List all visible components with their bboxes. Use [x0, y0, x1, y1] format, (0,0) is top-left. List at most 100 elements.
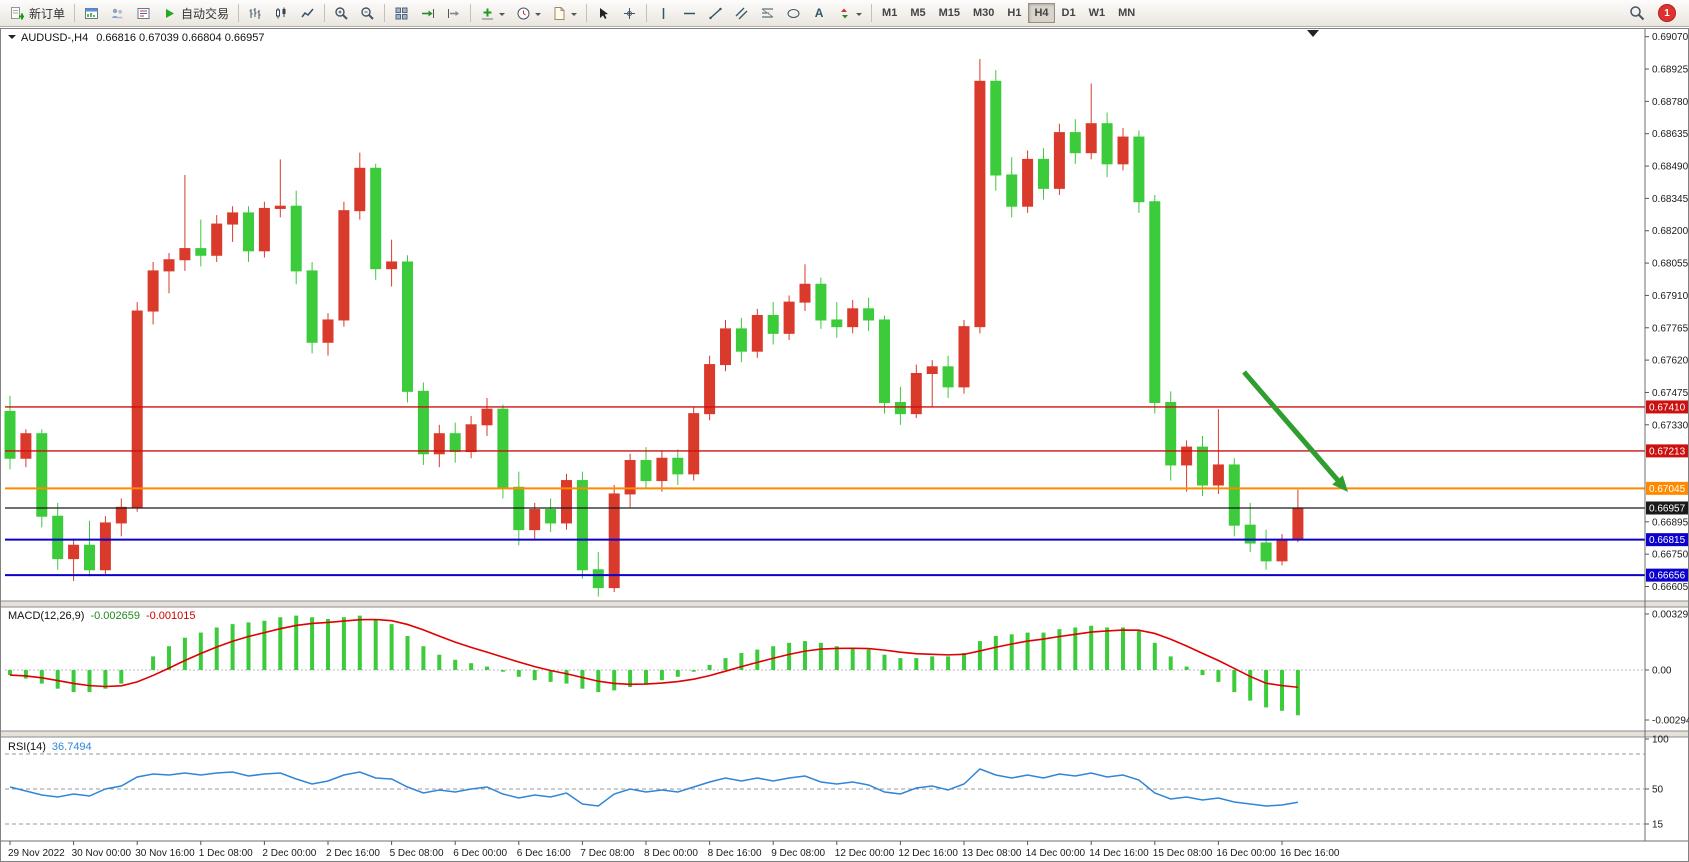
svg-text:0.67910: 0.67910: [1652, 291, 1689, 302]
timeframe-button-M15[interactable]: M15: [933, 3, 966, 23]
toolbar-separator: [586, 4, 588, 22]
shapes-button[interactable]: [781, 2, 806, 24]
chart-shift-button[interactable]: [441, 2, 466, 24]
macd-signal-line: [9, 618, 1298, 689]
equidistant-channel-button[interactable]: [729, 2, 754, 24]
svg-text:12 Dec 16:00: 12 Dec 16:00: [898, 848, 958, 859]
auto-scroll-button[interactable]: [415, 2, 440, 24]
crosshair-icon: [622, 6, 637, 21]
timeframe-group: M1 M5 M15 M30 H1 H4 D1 W1 MN: [876, 3, 1141, 23]
svg-text:15: 15: [1652, 820, 1664, 831]
svg-text:13 Dec 08:00: 13 Dec 08:00: [962, 848, 1022, 859]
line-chart-button[interactable]: [295, 2, 320, 24]
timeframe-button-M30[interactable]: M30: [967, 3, 1000, 23]
market-watch-icon: [136, 6, 151, 21]
svg-text:5 Dec 08:00: 5 Dec 08:00: [390, 848, 444, 859]
search-icon: [1629, 5, 1645, 21]
svg-text:0.66957: 0.66957: [1649, 503, 1686, 514]
svg-text:30 Nov 00:00: 30 Nov 00:00: [72, 848, 132, 859]
candlestick-chart-icon: [274, 6, 289, 21]
arrows-button[interactable]: [832, 2, 867, 24]
price-tags: 0.67410 0.67213 0.67045 0.66957 0.66815 0.666…: [1646, 400, 1688, 582]
timeframe-button-D1[interactable]: D1: [1056, 3, 1082, 23]
macd-histogram: [8, 615, 1300, 716]
market-watch-button[interactable]: [131, 2, 156, 24]
shapes-icon: [786, 6, 801, 21]
horizontal-line-button[interactable]: [677, 2, 702, 24]
timeframe-button-W1[interactable]: W1: [1083, 3, 1112, 23]
auto-trading-label: 自动交易: [181, 6, 230, 21]
toolbar-separator: [646, 4, 648, 22]
svg-text:29 Nov 2022: 29 Nov 2022: [8, 848, 65, 859]
svg-text:7 Dec 08:00: 7 Dec 08:00: [580, 848, 634, 859]
candles-layer: [4, 58, 1304, 597]
toolbar-separator: [324, 4, 326, 22]
toolbar-separator: [871, 4, 873, 22]
cursor-icon: [596, 6, 611, 21]
auto-trading-play-icon: [162, 6, 177, 21]
vertical-line-button[interactable]: [651, 2, 676, 24]
text-button[interactable]: A: [807, 2, 831, 24]
trendline-button[interactable]: [703, 2, 728, 24]
price-shift-marker[interactable]: [1307, 30, 1319, 37]
zoom-in-icon: [334, 6, 349, 21]
zoom-in-button[interactable]: [329, 2, 354, 24]
tile-windows-button[interactable]: [389, 2, 414, 24]
new-order-button[interactable]: 新订单: [5, 2, 70, 24]
svg-text:9 Dec 08:00: 9 Dec 08:00: [771, 848, 825, 859]
svg-text:0.68200: 0.68200: [1652, 226, 1689, 237]
text-tool-icon: A: [814, 6, 824, 20]
main-toolbar: 新订单 自动交易 A M1 M5 M15 M30 H1 H4 D1 W1 MN 1: [0, 0, 1689, 27]
svg-text:2 Dec 00:00: 2 Dec 00:00: [262, 848, 316, 859]
zoom-out-icon: [360, 6, 375, 21]
dropdown-caret-icon: [856, 13, 863, 19]
timeframe-button-MN[interactable]: MN: [1112, 3, 1141, 23]
timeframe-button-H4[interactable]: H4: [1028, 3, 1055, 23]
svg-text:12 Dec 00:00: 12 Dec 00:00: [835, 848, 895, 859]
toolbar-separator: [238, 4, 240, 22]
time-axis: [9, 841, 1283, 845]
timeframe-button-M1[interactable]: M1: [876, 3, 903, 23]
templates-icon: [552, 6, 567, 21]
bar-chart-button[interactable]: [243, 2, 268, 24]
svg-text:0.68780: 0.68780: [1652, 97, 1689, 108]
auto-trading-button[interactable]: 自动交易: [157, 2, 234, 24]
svg-text:2 Dec 16:00: 2 Dec 16:00: [326, 848, 380, 859]
svg-text:0.68055: 0.68055: [1652, 259, 1689, 270]
chart-shift-icon: [446, 6, 461, 21]
level-lines-layer[interactable]: [5, 406, 1645, 577]
timeframe-button-M5[interactable]: M5: [904, 3, 931, 23]
candlestick-chart-button[interactable]: [269, 2, 294, 24]
chart-window: [0, 28, 1689, 862]
periods-button[interactable]: [511, 2, 546, 24]
svg-text:1 Dec 08:00: 1 Dec 08:00: [199, 848, 253, 859]
horizontal-line-icon: [682, 6, 697, 21]
toolbar-right-group: 1: [1624, 2, 1676, 24]
new-chart-button[interactable]: [79, 2, 104, 24]
profiles-button[interactable]: [105, 2, 130, 24]
zoom-out-button[interactable]: [355, 2, 380, 24]
svg-text:0.00: 0.00: [1652, 666, 1672, 677]
svg-text:0.66815: 0.66815: [1649, 535, 1686, 546]
trend-arrow[interactable]: [1242, 370, 1348, 492]
cursor-button[interactable]: [591, 2, 616, 24]
indicators-button[interactable]: [475, 2, 510, 24]
svg-text:0.67330: 0.67330: [1652, 420, 1689, 431]
toolbar-separator: [74, 4, 76, 22]
crosshair-button[interactable]: [617, 2, 642, 24]
svg-text:50: 50: [1652, 785, 1664, 796]
timeframe-button-H1[interactable]: H1: [1001, 3, 1027, 23]
notification-badge[interactable]: 1: [1658, 4, 1676, 22]
svg-text:16 Dec 16:00: 16 Dec 16:00: [1280, 848, 1340, 859]
svg-text:30 Nov 16:00: 30 Nov 16:00: [135, 848, 195, 859]
svg-text:0.66605: 0.66605: [1652, 582, 1689, 593]
bar-chart-icon: [248, 6, 263, 21]
svg-text:0.66895: 0.66895: [1652, 517, 1689, 528]
templates-button[interactable]: [547, 2, 582, 24]
clock-icon: [516, 6, 531, 21]
search-button[interactable]: [1624, 2, 1650, 24]
svg-text:0.66750: 0.66750: [1652, 550, 1689, 561]
fibonacci-button[interactable]: [755, 2, 780, 24]
new-chart-icon: [84, 6, 99, 21]
